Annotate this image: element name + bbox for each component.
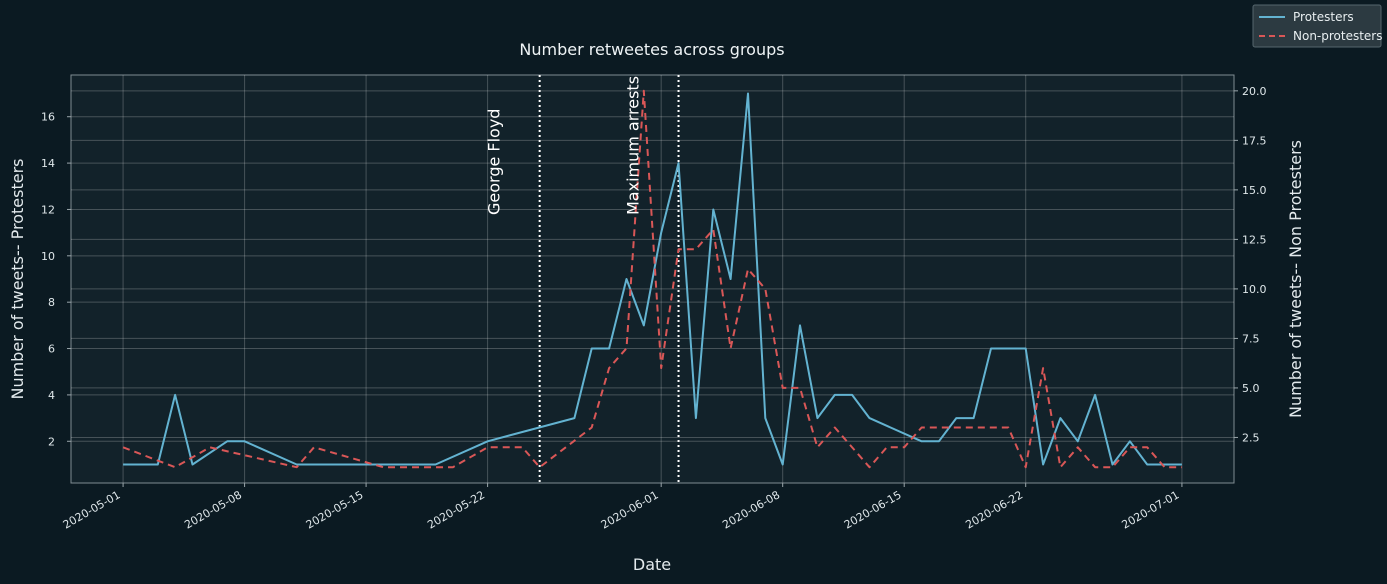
y-right-tick-label: 17.5 — [1242, 134, 1267, 147]
y-left-tick-label: 8 — [48, 296, 55, 309]
y-right-tick-label: 5.0 — [1242, 382, 1260, 395]
legend-label-non-protesters: Non-protesters — [1293, 29, 1383, 43]
y-left-tick-label: 16 — [41, 111, 55, 124]
y-axis-right-label: Number of tweets-- Non Protesters — [1286, 140, 1305, 418]
y-right-tick-label: 12.5 — [1242, 233, 1267, 246]
series-line-protesters — [123, 92, 1182, 466]
y-axis-right-ticks: 2.5 5.0 7.5 10.0 12.5 15.0 17.5 20.0 — [1234, 85, 1267, 444]
y-left-tick-label: 6 — [48, 343, 55, 356]
y-left-tick-label: 10 — [41, 250, 55, 263]
y-axis-left-ticks: 2 4 6 8 10 12 14 16 — [41, 111, 71, 448]
y-right-tick-label: 20.0 — [1242, 85, 1267, 98]
legend: Protesters Non-protesters — [1252, 4, 1383, 48]
annotation-label-george-floyd: George Floyd — [485, 109, 504, 215]
y-left-tick-label: 14 — [41, 157, 55, 170]
y-left-tick-label: 12 — [41, 203, 55, 216]
legend-label-protesters: Protesters — [1293, 10, 1354, 24]
x-axis-label: Date — [633, 555, 671, 574]
y-right-tick-label: 2.5 — [1242, 431, 1260, 444]
y-left-tick-label: 2 — [48, 435, 55, 448]
y-right-tick-label: 15.0 — [1242, 184, 1267, 197]
y-right-tick-label: 10.0 — [1242, 283, 1267, 296]
y-left-tick-label: 4 — [48, 389, 55, 402]
y-axis-left-label: Number of tweets-- Protesters — [8, 158, 27, 399]
series-layer — [122, 89, 1182, 469]
chart-title: Number retweetes across groups — [519, 40, 784, 59]
y-right-tick-label: 7.5 — [1242, 332, 1260, 345]
series-line-non-protesters — [122, 89, 1182, 469]
annotation-label-maximum-arrests: Maximum arrests — [624, 76, 643, 215]
annotation-lines — [538, 75, 680, 483]
